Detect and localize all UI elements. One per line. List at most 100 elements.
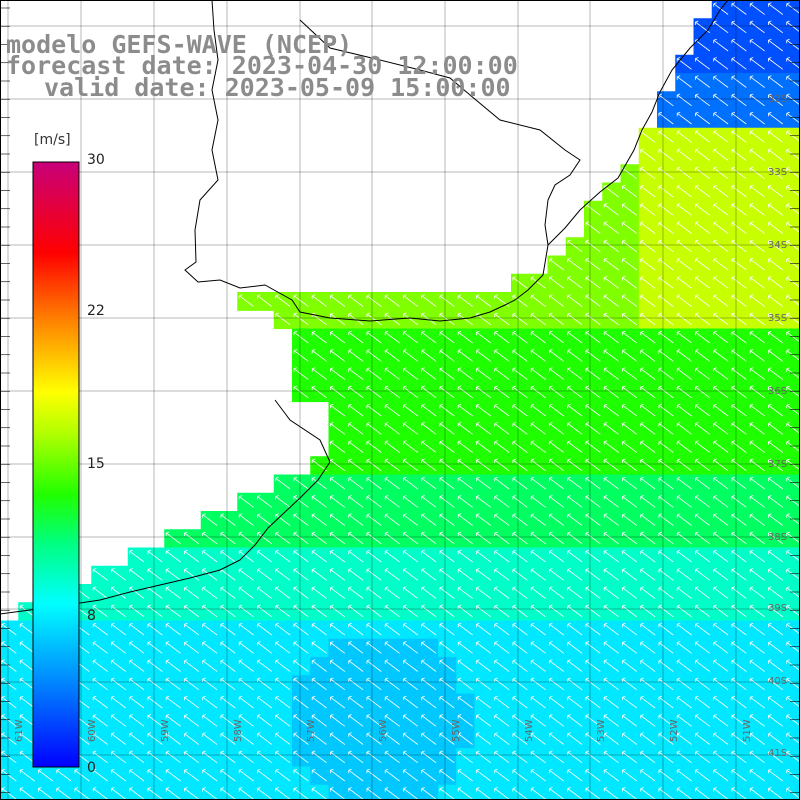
wind-arrow <box>19 714 35 727</box>
wind-arrow <box>786 787 800 799</box>
wind-arrow <box>658 476 674 490</box>
wind-arrow <box>768 549 784 563</box>
wind-arrow <box>92 622 108 636</box>
wind-arrow <box>567 349 583 362</box>
wind-arrow <box>366 367 382 380</box>
wind-arrow <box>384 531 400 545</box>
wind-arrow <box>549 622 565 636</box>
wind-arrow <box>494 440 510 453</box>
wind-arrow <box>695 604 711 618</box>
wind-arrow <box>749 768 765 782</box>
lon-label-60w: 60W <box>87 719 98 742</box>
wind-arrow <box>530 349 546 362</box>
wind-cell <box>365 784 384 800</box>
wind-cell <box>529 784 549 800</box>
wind-arrow <box>512 787 528 800</box>
wind-arrow <box>293 312 309 326</box>
wind-cell <box>784 730 800 749</box>
wind-arrow <box>658 622 674 636</box>
wind-arrow <box>403 330 419 344</box>
wind-arrow <box>749 732 765 745</box>
wind-arrow <box>202 586 218 599</box>
wind-arrow <box>512 750 528 764</box>
wind-arrow <box>257 513 273 526</box>
wind-arrow <box>585 239 601 253</box>
wind-arrow <box>786 768 800 781</box>
wind-arrow <box>476 385 492 399</box>
wind-arrow <box>494 349 510 362</box>
wind-arrow <box>111 622 127 636</box>
wind-arrow <box>366 513 382 526</box>
wind-arrow <box>695 787 711 800</box>
wind-arrow <box>311 349 327 362</box>
wind-arrow <box>676 422 692 435</box>
wind-arrow <box>293 586 309 599</box>
wind-arrow <box>731 714 747 727</box>
wind-arrow <box>786 495 800 507</box>
wind-arrow <box>603 568 619 581</box>
wind-cell <box>401 784 421 800</box>
wind-arrow <box>494 732 510 745</box>
wind-arrow <box>640 148 656 161</box>
wind-arrow <box>768 385 784 399</box>
wind-cell <box>748 784 768 800</box>
wind-arrow <box>330 312 346 326</box>
colorbar-tick-15: 15 <box>87 456 105 472</box>
wind-arrow <box>567 714 583 727</box>
wind-arrow <box>421 458 437 472</box>
wind-arrow <box>713 38 729 52</box>
wind-arrow <box>111 695 127 709</box>
wind-arrow <box>640 531 656 545</box>
wind-arrow <box>622 294 638 307</box>
wind-arrow <box>56 787 72 800</box>
wind-arrow <box>1 768 17 782</box>
lat-label-39s: 39S <box>768 603 788 614</box>
wind-arrow <box>713 677 729 691</box>
wind-arrow <box>676 677 692 691</box>
wind-arrow <box>695 531 711 545</box>
wind-arrow <box>567 787 583 800</box>
wind-cell <box>164 784 184 800</box>
wind-arrow <box>731 732 747 745</box>
wind-arrow <box>530 695 546 709</box>
wind-arrow <box>640 221 656 234</box>
wind-arrow <box>311 458 327 472</box>
wind-arrow <box>749 586 765 599</box>
wind-arrow <box>731 75 747 88</box>
wind-arrow <box>640 495 656 508</box>
wind-arrow <box>731 422 747 435</box>
wind-arrow <box>220 787 236 800</box>
wind-arrow <box>147 768 163 782</box>
wind-cell <box>784 693 800 713</box>
wind-arrow <box>311 549 327 563</box>
wind-arrow <box>640 513 656 526</box>
wind-arrow <box>421 768 437 782</box>
wind-arrow <box>348 549 364 563</box>
wind-arrow <box>603 330 619 344</box>
wind-arrow <box>275 677 291 691</box>
wind-arrow <box>366 422 382 435</box>
wind-cell <box>200 784 220 800</box>
wind-arrow <box>257 586 273 599</box>
wind-arrow <box>403 403 419 417</box>
wind-arrow <box>603 385 619 399</box>
wind-arrow <box>457 385 473 399</box>
wind-arrow <box>165 732 181 745</box>
wind-arrow <box>293 659 309 672</box>
wind-arrow <box>530 276 546 289</box>
wind-arrow <box>713 312 729 326</box>
wind-arrow <box>695 130 711 143</box>
wind-arrow <box>1 750 17 764</box>
wind-arrow <box>658 531 674 545</box>
wind-arrow <box>494 476 510 490</box>
wind-arrow <box>768 768 784 782</box>
wind-arrow <box>202 659 218 672</box>
wind-arrow <box>640 330 656 344</box>
wind-arrow <box>622 239 638 253</box>
wind-arrow <box>622 549 638 563</box>
wind-arrow <box>293 568 309 581</box>
wind-arrow <box>366 403 382 417</box>
wind-arrow <box>421 641 437 654</box>
wind-arrow <box>129 732 145 745</box>
wind-arrow <box>658 458 674 472</box>
